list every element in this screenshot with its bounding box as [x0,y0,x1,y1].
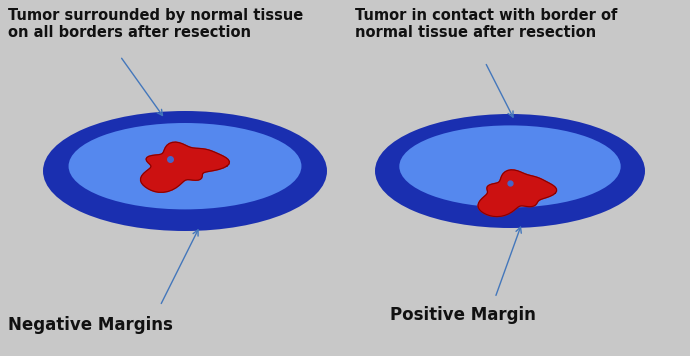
Text: Negative Margins: Negative Margins [8,316,173,334]
Ellipse shape [400,125,621,208]
Ellipse shape [68,123,302,209]
Polygon shape [141,142,229,192]
Text: Tumor surrounded by normal tissue
on all borders after resection: Tumor surrounded by normal tissue on all… [8,8,303,40]
Ellipse shape [375,114,645,228]
Text: Tumor in contact with border of
normal tissue after resection: Tumor in contact with border of normal t… [355,8,618,40]
Text: Positive Margin: Positive Margin [390,306,536,324]
Polygon shape [478,170,557,216]
Ellipse shape [43,111,327,231]
